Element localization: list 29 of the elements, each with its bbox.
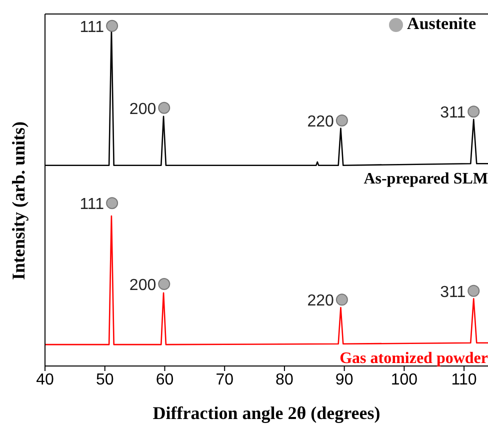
x-tick-label: 90 xyxy=(335,371,354,388)
x-tick-label: 40 xyxy=(36,371,54,388)
legend-label: Austenite xyxy=(407,14,476,33)
annotation: 311 xyxy=(440,284,466,301)
point xyxy=(158,278,170,290)
x-tick-label: 80 xyxy=(276,371,294,388)
point xyxy=(106,197,118,210)
point xyxy=(158,102,170,114)
x-tick-label: 110 xyxy=(451,371,477,388)
series-label: As-prepared SLM xyxy=(364,170,488,188)
annotation: 220 xyxy=(307,292,334,310)
annotation: 111 xyxy=(80,196,104,214)
point xyxy=(336,294,348,306)
point xyxy=(468,106,480,118)
y-axis-title: Intensity (arb. units) xyxy=(8,121,28,280)
annotation: 311 xyxy=(440,104,466,122)
point xyxy=(336,114,348,126)
point xyxy=(468,284,480,297)
annotation: 111 xyxy=(80,18,104,36)
annotation: 220 xyxy=(307,113,334,130)
x-tick-label: 100 xyxy=(390,371,418,388)
x-axis-title: Diffraction angle 2θ (degrees) xyxy=(152,403,380,423)
annotation: 200 xyxy=(129,100,156,118)
x-tick-label: 60 xyxy=(156,371,174,388)
annotation: 200 xyxy=(129,277,156,294)
series-label: Gas atomized powder xyxy=(340,350,488,367)
point xyxy=(106,20,118,32)
x-tick-label: 50 xyxy=(96,371,114,388)
x-tick-label: 70 xyxy=(216,371,234,388)
